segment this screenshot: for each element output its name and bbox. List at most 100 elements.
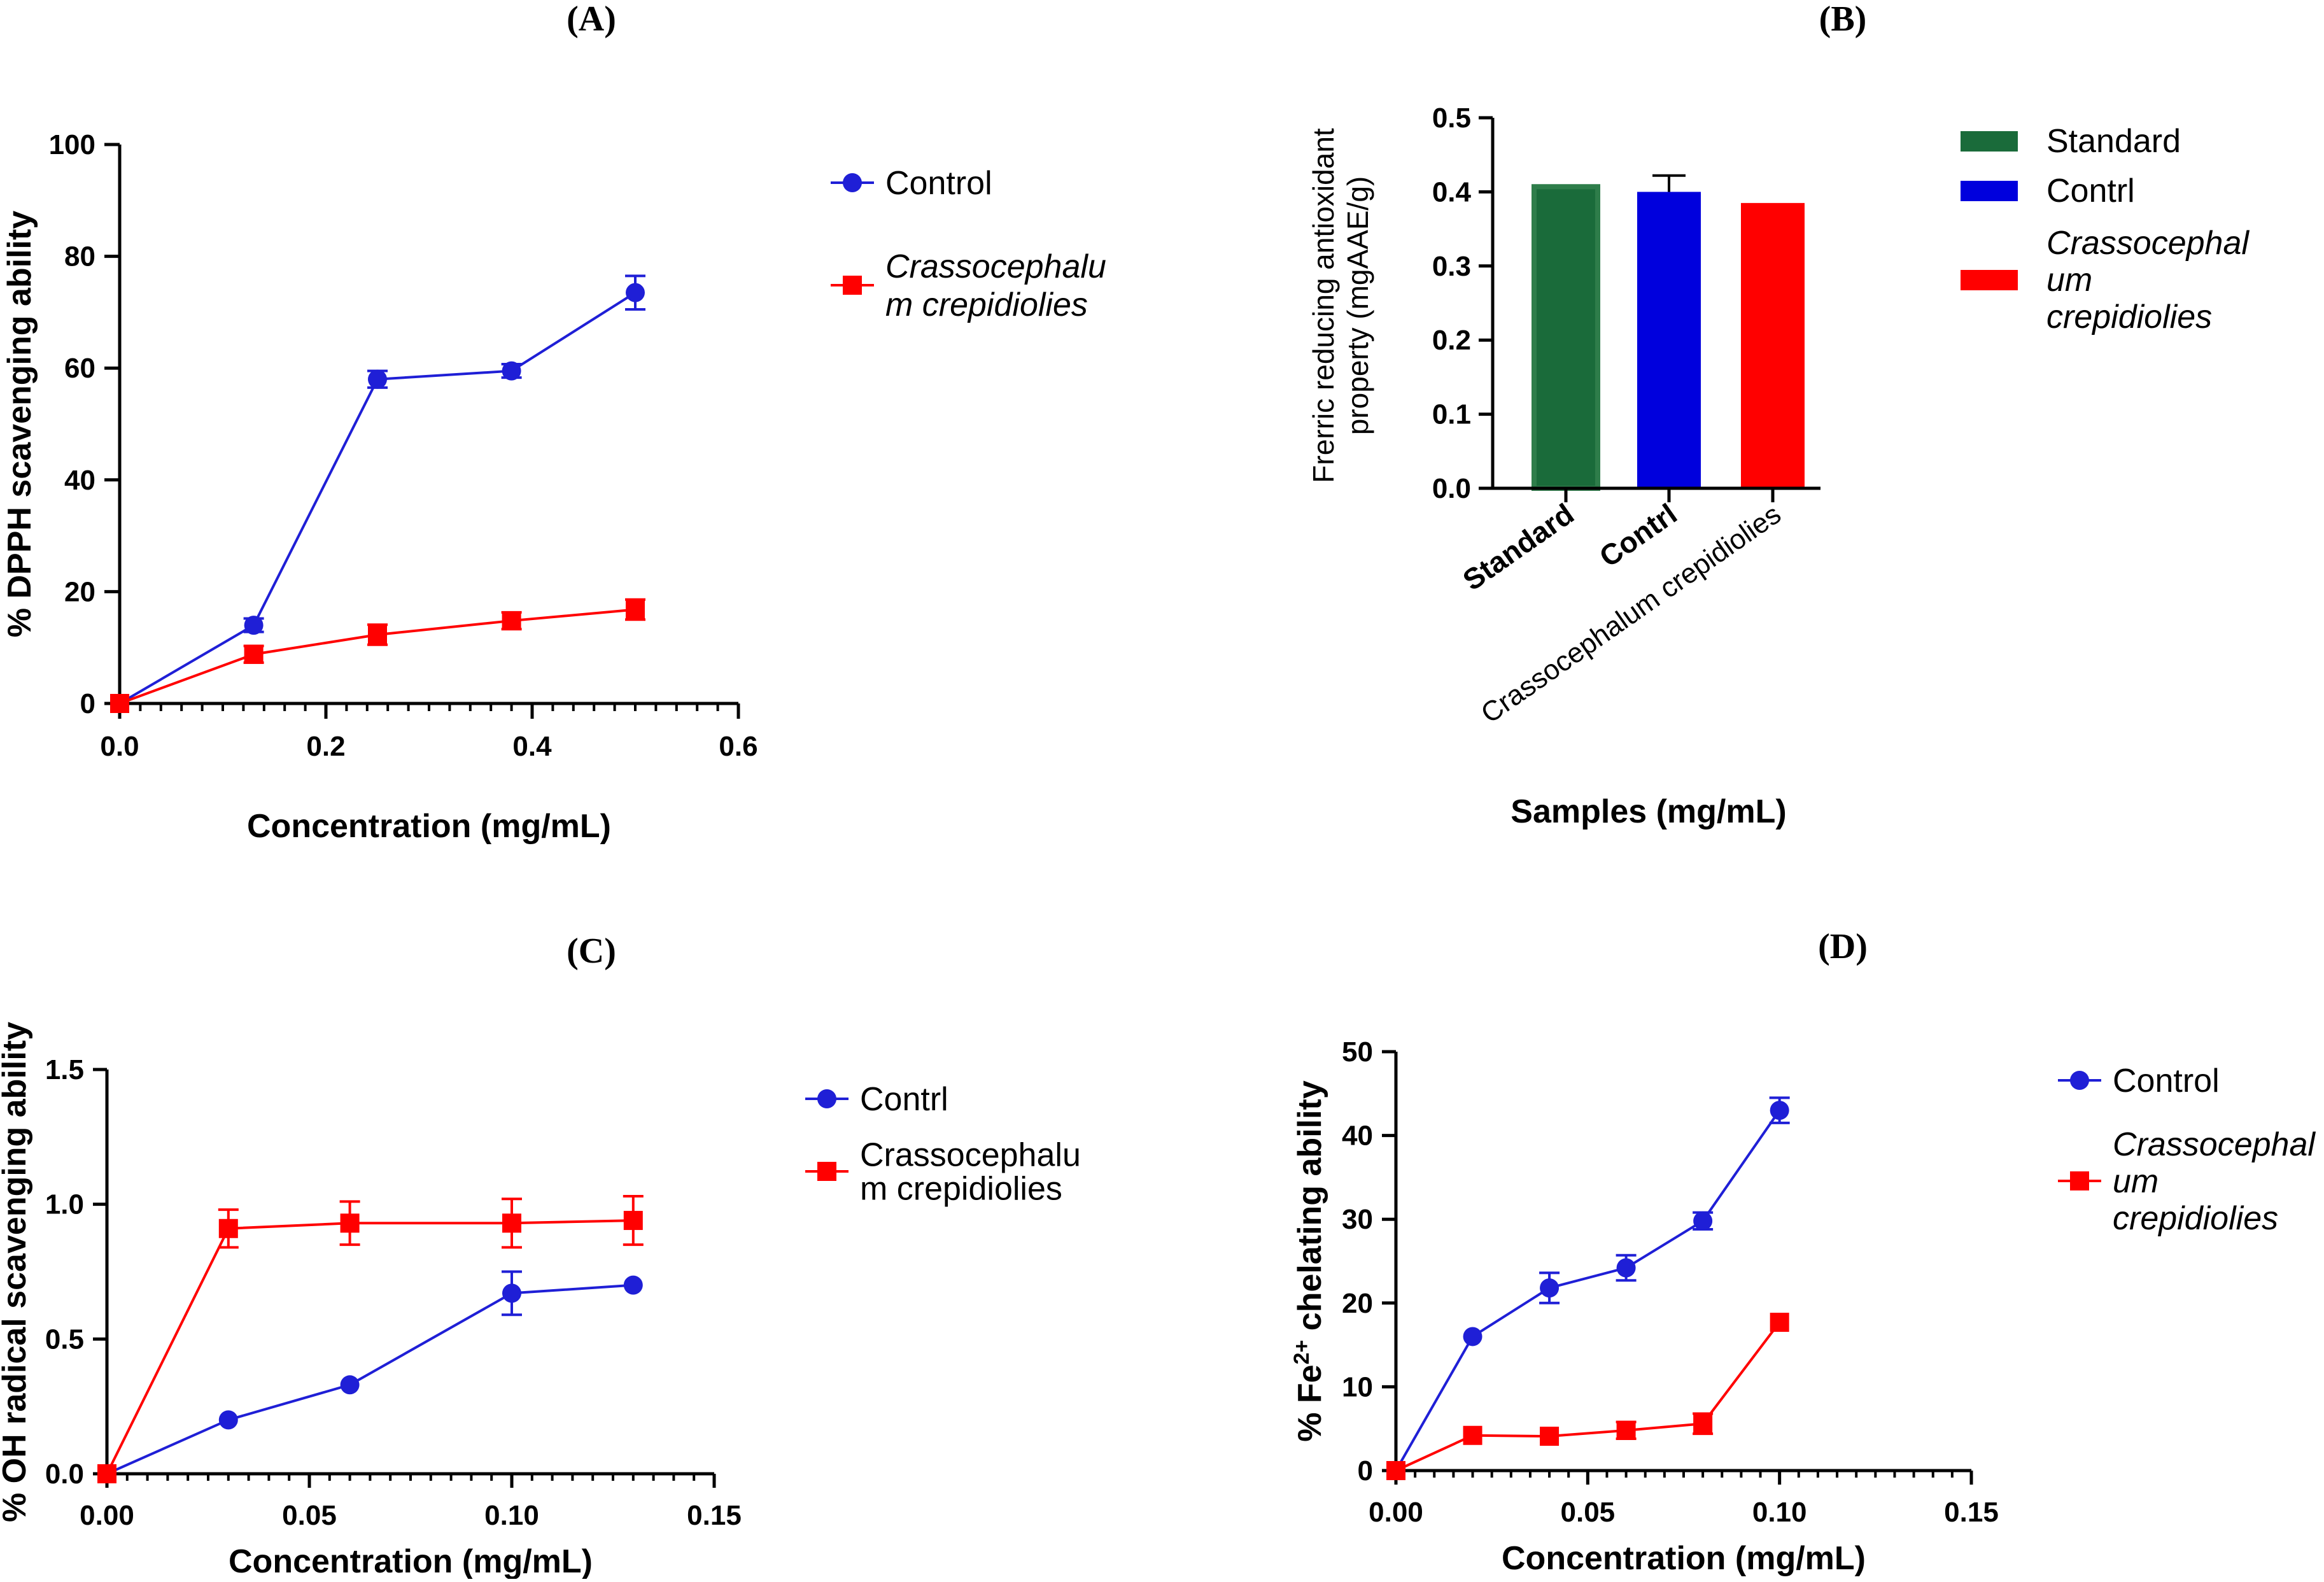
- y-tick-label: 1.0: [45, 1189, 84, 1220]
- data-point-square: [368, 625, 387, 645]
- legend-label: Contrl: [860, 1081, 948, 1118]
- y-axis-title: % OH radical scavenging ability: [0, 1022, 33, 1522]
- data-point-circle: [218, 1410, 238, 1430]
- legend-marker-square: [843, 276, 862, 295]
- legend-marker-circle: [2070, 1071, 2089, 1090]
- legend-label: m crepidiolies: [860, 1171, 1062, 1208]
- y-tick-label: 40: [1342, 1120, 1373, 1152]
- data-point-square: [1693, 1414, 1713, 1434]
- legend-swatch: [1961, 181, 2018, 201]
- legend-marker-circle: [843, 173, 862, 192]
- y-axis-title: % Fe2+ chelating ability: [1290, 1080, 1328, 1442]
- x-category-label: Contrl: [1593, 497, 1683, 574]
- legend-marker-square: [817, 1162, 836, 1181]
- data-point-square: [110, 694, 129, 713]
- y-tick-label: 0.2: [1432, 325, 1471, 356]
- legend-label: um: [2113, 1163, 2159, 1200]
- data-point-square: [1463, 1425, 1482, 1445]
- y-tick-label: 20: [64, 576, 95, 607]
- legend-label: um: [2046, 262, 2092, 299]
- legend-label: crepidiolies: [2046, 299, 2212, 335]
- y-axis-title-line: Frerric reducing antioxidant: [1307, 128, 1340, 483]
- x-tick-label: 0.00: [1369, 1497, 1423, 1528]
- legend-label: Crassocephal: [2046, 225, 2250, 262]
- y-axis-title-part: % Fe: [1292, 1364, 1328, 1441]
- x-tick-label: 0.00: [80, 1500, 134, 1531]
- y-tick-label: 0: [1358, 1455, 1373, 1487]
- series-line: [1395, 1321, 1781, 1472]
- bar: [1637, 192, 1701, 488]
- x-tick-label: 0.4: [512, 731, 552, 762]
- panel-d-fe-chelating-chart: (D) 0 10 20 30 40 50 0.00 0.05 0.10 0.15 Concentrat…: [1290, 927, 2316, 1577]
- data-point-square: [623, 1211, 643, 1231]
- data-point-square: [340, 1213, 360, 1233]
- y-axis-title-line: property (mgAAE/g): [1341, 176, 1374, 435]
- data-point-square: [626, 600, 645, 619]
- x-axis-title: Concentration (mg/mL): [247, 808, 611, 845]
- data-point-square: [502, 611, 521, 631]
- y-tick-label: 0.1: [1432, 399, 1471, 430]
- bar: [1532, 184, 1600, 491]
- y-tick-label: 50: [1342, 1036, 1373, 1068]
- y-tick-label: 0.5: [45, 1324, 84, 1355]
- data-point-circle: [1693, 1211, 1713, 1231]
- x-tick-label: 0.10: [1752, 1497, 1807, 1528]
- legend-label: Crassocephalu: [860, 1137, 1081, 1174]
- bar: [1741, 202, 1805, 488]
- series-line: [1395, 1109, 1781, 1471]
- x-tick-label: 0.6: [719, 731, 757, 762]
- x-tick-label: 0.15: [1944, 1497, 1999, 1528]
- legend-label: Standard: [2046, 123, 2181, 160]
- data-point-circle: [244, 616, 264, 635]
- legend-label: crepidiolies: [2113, 1200, 2278, 1237]
- panel-a-dpph-chart: (A) 0 20 40 60 80 100 0.0 0.2 0.4 0.6 Concentration…: [1, 0, 1106, 845]
- data-point-square: [502, 1213, 521, 1233]
- data-point-square: [1770, 1313, 1789, 1332]
- legend-label: Crassocephal: [2113, 1126, 2316, 1163]
- legend-swatch: [1961, 270, 2018, 290]
- y-axis-title-superscript: 2+: [1290, 1340, 1314, 1365]
- data-point-square: [1540, 1427, 1560, 1446]
- y-tick-label: 0.4: [1432, 176, 1472, 208]
- x-tick-label: 0.0: [100, 731, 139, 762]
- data-point-square: [97, 1464, 116, 1483]
- x-axis-title: Concentration (mg/mL): [229, 1543, 593, 1579]
- legend-label: m crepidiolies: [885, 286, 1088, 323]
- data-point-square: [244, 644, 264, 664]
- y-tick-label: 0.0: [45, 1458, 84, 1490]
- panel-label: (A): [567, 0, 616, 39]
- y-tick-label: 1.5: [45, 1054, 84, 1085]
- legend-marker-square: [2070, 1171, 2089, 1190]
- y-axis-title: % DPPH scavenging ability: [1, 211, 38, 637]
- y-tick-label: 60: [64, 353, 95, 384]
- y-tick-label: 0: [80, 688, 95, 719]
- legend-label: Crassocephalu: [885, 248, 1106, 285]
- x-category-label: Standard: [1457, 497, 1580, 597]
- x-tick-label: 0.10: [484, 1500, 539, 1531]
- y-tick-label: 0.3: [1432, 251, 1471, 282]
- x-axis-title: Concentration (mg/mL): [1502, 1540, 1866, 1577]
- panel-label: (C): [567, 931, 616, 971]
- y-tick-label: 40: [64, 465, 95, 496]
- series-line: [106, 1219, 633, 1474]
- panel-label: (B): [1819, 0, 1867, 39]
- y-tick-label: 30: [1342, 1204, 1373, 1235]
- y-tick-label: 10: [1342, 1371, 1373, 1402]
- x-tick-label: 0.2: [306, 731, 345, 762]
- panel-c-oh-radical-chart: (C) 0.0 0.5 1.0 1.5 0.00 0.05 0.10 0.15 Concentra…: [0, 931, 1081, 1580]
- data-point-circle: [626, 283, 645, 302]
- x-tick-label: 0.05: [1561, 1497, 1616, 1528]
- y-tick-label: 20: [1342, 1288, 1373, 1319]
- data-point-circle: [502, 1283, 521, 1303]
- x-axis-title: Samples (mg/mL): [1511, 793, 1786, 830]
- data-point-square: [1386, 1461, 1405, 1480]
- y-tick-label: 0.5: [1432, 102, 1471, 134]
- data-point-circle: [340, 1375, 360, 1395]
- data-point-circle: [1616, 1258, 1636, 1278]
- panel-label: (D): [1818, 927, 1868, 966]
- legend-marker-circle: [817, 1089, 836, 1108]
- data-point-square: [218, 1218, 238, 1238]
- y-tick-label: 80: [64, 241, 95, 272]
